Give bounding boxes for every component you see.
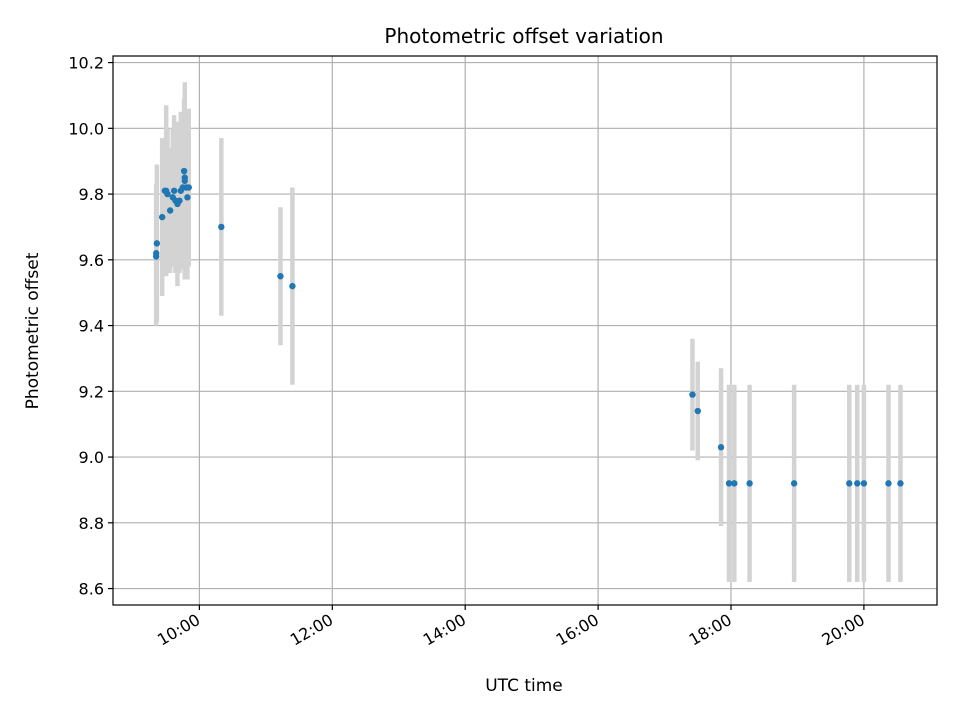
grid bbox=[113, 56, 937, 605]
y-tick-label: 8.6 bbox=[79, 580, 104, 599]
data-point bbox=[725, 480, 733, 487]
data-point bbox=[153, 240, 161, 247]
data-point bbox=[731, 480, 738, 487]
chart-title: Photometric offset variation bbox=[384, 24, 663, 48]
y-tick-label: 8.8 bbox=[79, 514, 104, 533]
y-axis: 8.6 8.8 9.0 9.2 9.4 9.6 9.8 10.0 10.2 bbox=[68, 54, 113, 599]
data-point bbox=[152, 250, 160, 257]
y-axis-label: Photometric offset bbox=[23, 252, 43, 409]
data-point bbox=[218, 223, 225, 231]
data-point bbox=[897, 480, 904, 487]
data-point bbox=[170, 187, 178, 194]
data-point bbox=[158, 213, 166, 221]
y-tick-label: 9.2 bbox=[79, 382, 104, 401]
y-tick-label: 10.0 bbox=[68, 119, 104, 138]
y-tick-label: 9.4 bbox=[79, 317, 104, 336]
data-point bbox=[176, 197, 183, 204]
data-point bbox=[717, 444, 725, 451]
y-tick-label: 9.8 bbox=[79, 185, 104, 204]
data-point bbox=[180, 167, 188, 175]
data-point bbox=[277, 273, 284, 280]
data-point bbox=[184, 194, 191, 201]
data-point bbox=[181, 174, 188, 181]
x-axis-label: UTC time bbox=[485, 676, 563, 696]
data-point bbox=[694, 407, 701, 415]
data-point bbox=[846, 480, 853, 487]
y-tick-label: 10.2 bbox=[68, 54, 104, 73]
y-tick-label: 9.6 bbox=[79, 251, 104, 270]
plot-frame bbox=[112, 55, 938, 606]
data-points bbox=[152, 167, 904, 487]
data-point bbox=[885, 480, 892, 487]
data-point bbox=[164, 190, 171, 198]
data-point bbox=[689, 391, 696, 398]
data-point bbox=[746, 480, 753, 487]
data-point bbox=[860, 480, 868, 487]
data-point bbox=[790, 480, 798, 487]
data-point bbox=[854, 480, 861, 487]
data-point bbox=[166, 207, 174, 214]
y-tick-label: 9.0 bbox=[79, 448, 104, 467]
data-point bbox=[185, 184, 192, 191]
data-point bbox=[289, 282, 296, 290]
